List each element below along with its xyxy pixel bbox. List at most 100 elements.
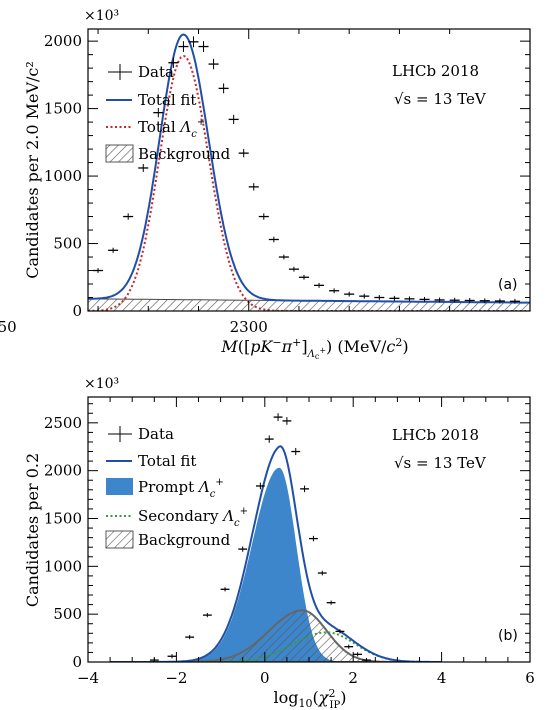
panel-label-a: (a): [498, 277, 518, 293]
legend-a-background-swatch: [105, 144, 134, 163]
data-point-a: [298, 274, 309, 280]
data-point-b: [344, 644, 354, 649]
data-point-b: [273, 413, 283, 421]
y-tick-label-a: 0: [72, 302, 82, 320]
data-point-b: [220, 587, 230, 592]
data-point-a: [268, 236, 279, 243]
legend-a-data-marker: [108, 64, 132, 80]
legend-a-totalfit: Total fit: [138, 91, 196, 109]
panel-label-b: (b): [498, 628, 518, 644]
x-tick-label-b: 6: [525, 669, 535, 687]
y-tick-label-b: 2000: [44, 462, 82, 480]
data-point-b: [167, 654, 177, 659]
data-point-b: [335, 629, 345, 634]
data-point-a: [449, 297, 460, 303]
data-point-b: [291, 447, 301, 456]
legend-a: Data Total fit Total Λc+ Background: [105, 63, 231, 163]
x-tick-label-a: 2300: [230, 318, 268, 336]
data-point-a: [18, 293, 28, 298]
legend-a-background: Background: [138, 145, 231, 163]
y-tick-label-a: 1500: [44, 100, 82, 118]
panel-mass: 0 500 1000 1500 2000 2250 2300 ×10³ Candidates…: [0, 8, 531, 361]
data-point-b: [282, 417, 292, 425]
y-tick-label-a: 1000: [44, 167, 82, 185]
data-point-a: [208, 58, 219, 70]
data-point-b: [317, 570, 327, 576]
data-point-a: [278, 254, 289, 260]
data-point-a: [153, 107, 164, 118]
data-point-b: [309, 535, 318, 542]
data-point-a: [344, 291, 355, 297]
y-tick-label-b: 2500: [44, 414, 82, 432]
legend-b-prompt: Prompt Λc+: [138, 477, 224, 500]
data-point-b: [326, 600, 336, 605]
data-point-a: [329, 288, 340, 294]
x-tick-label-b: −2: [165, 669, 187, 687]
data-point-a: [404, 296, 415, 302]
data-point-a: [108, 247, 119, 253]
x-tick-label-a: 2250: [0, 318, 17, 336]
y-tick-label-b: 1000: [44, 557, 82, 575]
data-point-b: [202, 613, 212, 618]
data-point-a: [258, 213, 269, 220]
exponent-label-a: ×10³: [84, 8, 119, 24]
data-point-a: [78, 280, 88, 285]
data-point-a: [188, 36, 199, 48]
legend-b-data-marker: [108, 426, 132, 442]
data-point-b: [185, 635, 195, 640]
data-point-a: [123, 213, 134, 220]
legend-b-data: Data: [138, 425, 174, 443]
data-point-a: [374, 295, 385, 300]
data-point-a: [63, 286, 73, 291]
data-point-a: [248, 183, 259, 191]
data-point-a: [228, 114, 239, 124]
y-axis-label-a: Candidates per 2.0 MeV/c²: [23, 61, 42, 279]
data-point-b: [300, 485, 309, 493]
x-tick-label-b: 2: [348, 669, 358, 687]
exponent-label-b: ×10³: [84, 376, 119, 392]
x-tick-label-b: −4: [77, 669, 99, 687]
data-point-a: [48, 289, 58, 294]
prompt-area-b: [132, 467, 398, 662]
legend-b-prompt-swatch: [106, 478, 133, 495]
annotation-energy-a: √s = 13 TeV: [394, 90, 487, 108]
legend-a-data: Data: [138, 63, 174, 81]
data-point-a: [93, 268, 104, 273]
data-point-a: [464, 298, 475, 303]
data-point-b: [264, 435, 274, 443]
data-point-a: [218, 83, 229, 94]
data-point-a: [419, 296, 430, 302]
legend-b-secondary: Secondary Λc+: [138, 506, 248, 529]
x-axis-label-b: log10(χ2 IP): [274, 687, 347, 710]
data-point-b: [238, 546, 248, 552]
annotation-experiment-a: LHCb 2018: [392, 62, 479, 80]
data-point-a: [389, 295, 400, 301]
data-point-b: [255, 482, 265, 490]
y-tick-label-b: 1500: [44, 509, 82, 527]
data-point-a: [434, 297, 445, 303]
data-point-a: [178, 41, 189, 52]
y-tick-label-a: 2000: [44, 32, 82, 50]
data-point-a: [359, 293, 370, 299]
annotation-experiment-b: LHCb 2018: [392, 426, 479, 444]
legend-b: Data Total fit Prompt Λc+ Secondary Λc+ …: [105, 425, 248, 549]
annotation-energy-b: √s = 13 TeV: [394, 454, 487, 472]
data-point-a: [509, 298, 520, 304]
y-tick-label-b: 500: [53, 605, 82, 623]
x-axis-label-a: M([pK−π+]Λc+) (MeV/c2): [220, 336, 408, 361]
total-fit-curve-a: [88, 33, 530, 304]
x-tick-label-b: 0: [260, 669, 270, 687]
y-tick-label-b: 0: [72, 653, 82, 671]
data-point-a: [238, 148, 249, 158]
data-point-a: [288, 266, 299, 272]
data-point-a: [33, 291, 43, 296]
legend-b-totalfit: Total fit: [138, 452, 196, 470]
legend-a-signal: Total Λc+: [138, 117, 205, 140]
legend-b-background: Background: [138, 531, 231, 549]
x-tick-label-b: 4: [437, 669, 447, 687]
data-point-a: [3, 293, 13, 298]
legend-b-background-swatch: [105, 530, 134, 549]
y-tick-label-a: 500: [53, 235, 82, 253]
y-axis-label-b: Candidates per 0.2: [23, 453, 42, 607]
